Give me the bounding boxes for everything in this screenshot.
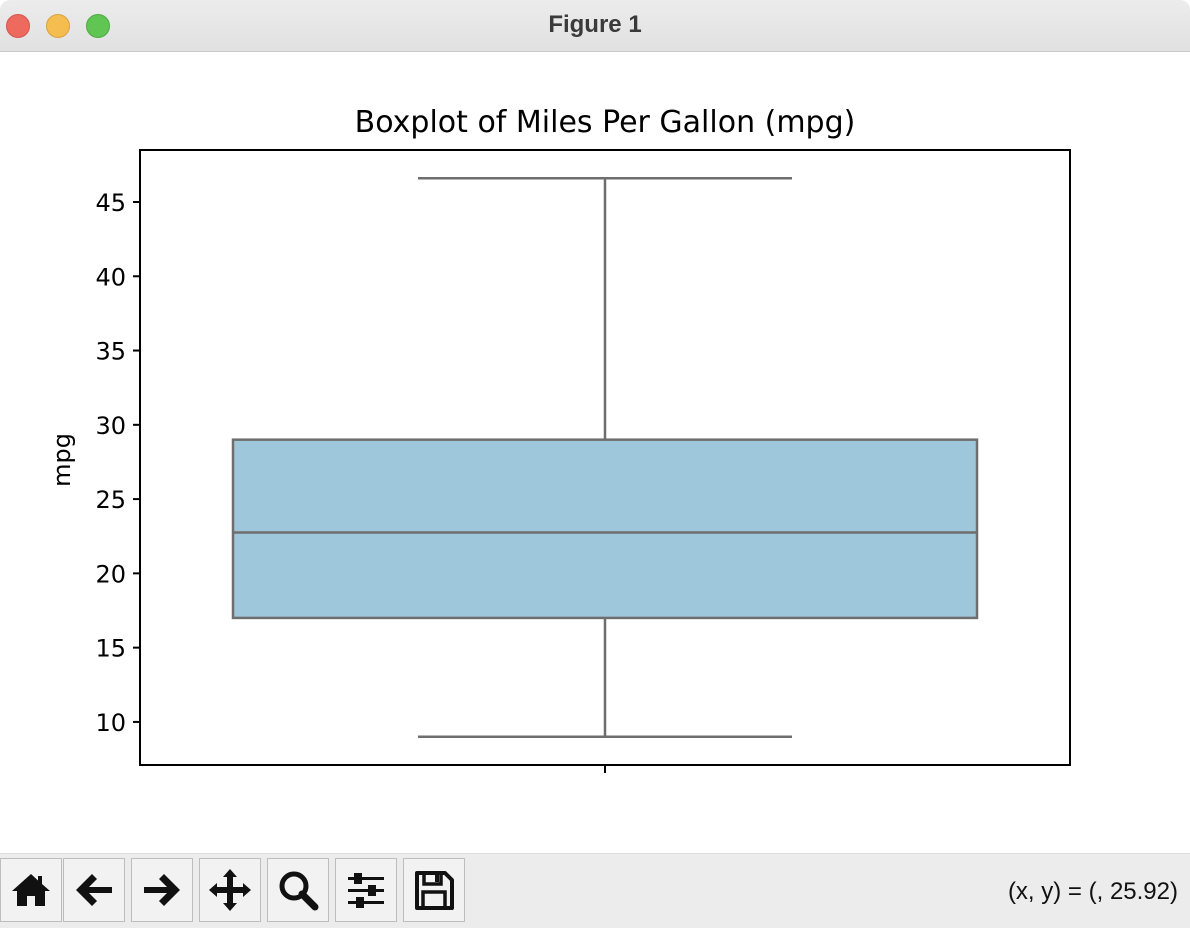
zoom-icon: [279, 871, 319, 911]
forward-button[interactable]: [131, 858, 193, 922]
y-tick-label-20: 20: [95, 560, 126, 588]
minimize-window-button[interactable]: [46, 14, 70, 38]
close-window-button[interactable]: [6, 14, 30, 38]
y-tick-label-35: 35: [95, 338, 126, 366]
back-arrow-icon: [76, 874, 112, 906]
home-button[interactable]: [0, 858, 62, 922]
configure-subplots-icon: [348, 873, 384, 908]
y-tick-label-15: 15: [95, 635, 126, 663]
y-tick-label-25: 25: [95, 486, 126, 514]
y-tick-label-40: 40: [95, 263, 126, 291]
window-title: Figure 1: [548, 11, 642, 38]
y-axis-label: mpg: [48, 433, 76, 487]
cursor-coordinates-readout: (x, y) = (, 25.92): [1007, 878, 1178, 905]
save-button[interactable]: [403, 858, 465, 922]
home-icon: [12, 874, 50, 906]
back-button[interactable]: [63, 858, 125, 922]
maximize-window-button[interactable]: [86, 14, 110, 38]
plot-area-frame: [139, 149, 1071, 766]
forward-arrow-icon: [144, 874, 180, 906]
boxplot-chart: Boxplot of Miles Per Gallon (mpg) mpg 10…: [48, 105, 1071, 773]
pan-icon: [209, 869, 251, 911]
window-titlebar: Figure 1: [0, 0, 1190, 52]
y-tick-label-10: 10: [95, 709, 126, 737]
figure-canvas[interactable]: Boxplot of Miles Per Gallon (mpg) mpg 10…: [0, 53, 1190, 853]
chart-title: Boxplot of Miles Per Gallon (mpg): [355, 105, 856, 140]
y-tick-label-45: 45: [95, 189, 126, 217]
save-icon: [415, 871, 454, 910]
zoom-button[interactable]: [267, 858, 329, 922]
iqr-box: [231, 438, 979, 620]
y-tick-label-30: 30: [95, 412, 126, 440]
configure-subplots-button[interactable]: [335, 858, 397, 922]
pan-button[interactable]: [199, 858, 261, 922]
navigation-toolbar: (x, y) = (, 25.92): [0, 853, 1190, 928]
